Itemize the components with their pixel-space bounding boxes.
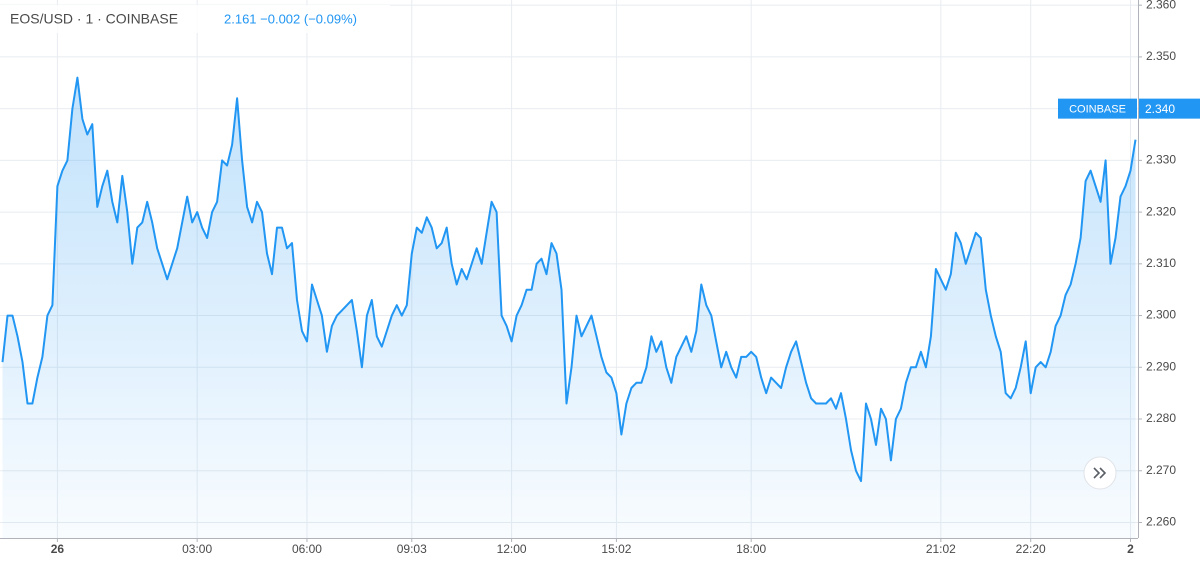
price-tag-source-box: [1058, 98, 1137, 119]
y-tick-label: 2.330: [1146, 153, 1176, 167]
x-tick-label: 06:00: [292, 542, 322, 556]
x-tick-label: 2: [1127, 542, 1134, 556]
x-tick-label: 12:00: [497, 542, 527, 556]
y-tick-label: 2.360: [1146, 0, 1176, 11]
y-tick-label: 2.320: [1146, 204, 1176, 218]
button-icon[interactable]: [1093, 467, 1107, 479]
y-tick-label: 2.300: [1146, 308, 1176, 322]
x-tick-label: 18:00: [736, 542, 766, 556]
y-tick-label: 2.310: [1146, 256, 1176, 270]
scroll-to-realtime-button[interactable]: [1083, 456, 1117, 490]
y-tick-label: 2.350: [1146, 49, 1176, 63]
price-change: 2.161 −0.002 (−0.09%): [224, 11, 357, 26]
price-tag-value-box: [1139, 98, 1200, 119]
x-tick-label: 03:00: [182, 542, 212, 556]
x-tick-label: 22:20: [1016, 542, 1046, 556]
price-tag-source: COINBASE: [1069, 104, 1126, 116]
y-tick-label: 2.270: [1146, 463, 1176, 477]
area-fill: [2, 77, 1136, 538]
x-tick-label: 26: [51, 542, 65, 556]
y-tick-label: 2.280: [1146, 411, 1176, 425]
x-tick-label: 09:03: [397, 542, 427, 556]
price-tag-value: 2.340: [1145, 102, 1175, 116]
price-line: [1, 76, 1137, 483]
price-tag: COINBASE 2.340: [1058, 98, 1200, 119]
y-tick-label: 2.260: [1146, 515, 1176, 529]
x-tick-label: 21:02: [926, 542, 956, 556]
plot: [1, 76, 1137, 538]
y-tick-label: 2.290: [1146, 359, 1176, 373]
legend-background: [0, 5, 390, 33]
chart-title: EOS/USD · 1 · COINBASE: [10, 11, 178, 27]
x-tick-label: 15:02: [601, 542, 631, 556]
